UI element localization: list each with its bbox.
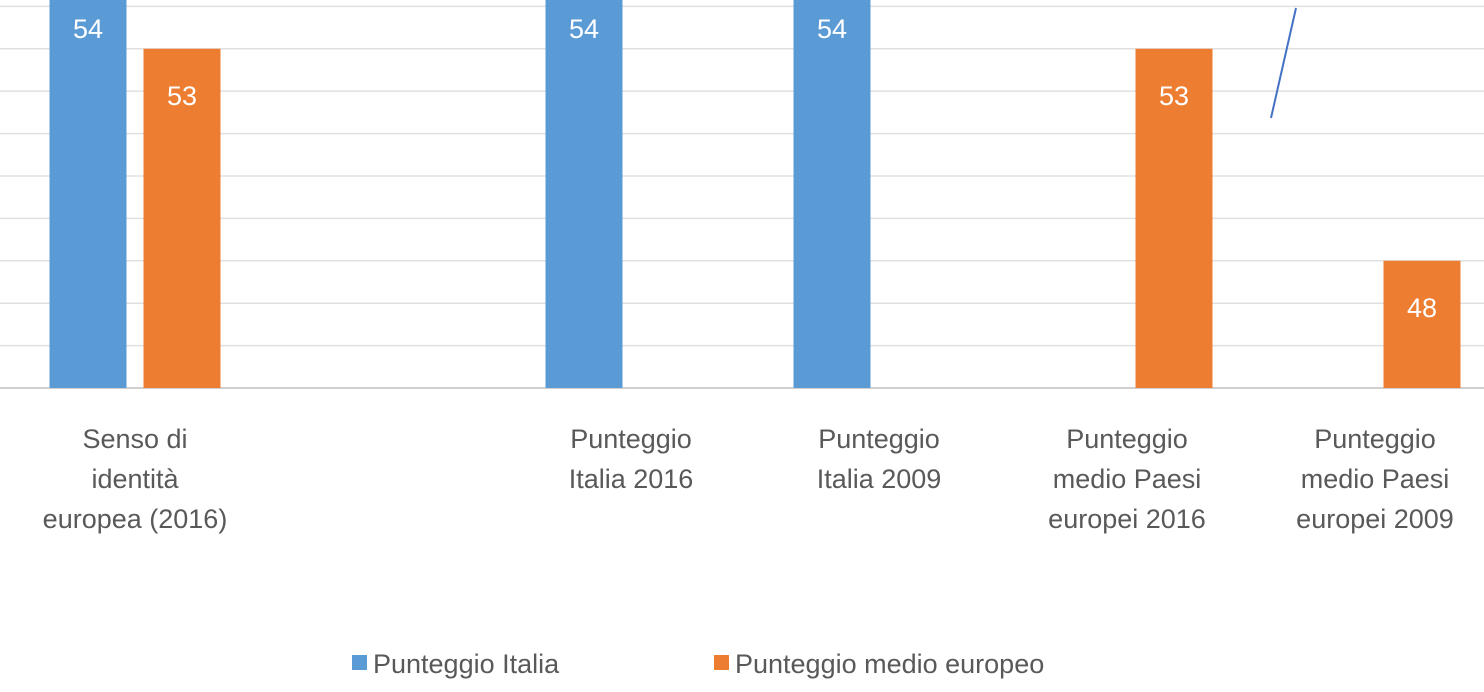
bar [49, 0, 127, 389]
legend-label: Punteggio medio europeo [735, 649, 1044, 679]
value-label: 54 [569, 14, 599, 44]
value-label: 54 [73, 14, 103, 44]
value-label: 53 [1159, 81, 1189, 111]
bar [1135, 48, 1213, 389]
value-label: 48 [1407, 293, 1437, 323]
bar [143, 48, 221, 389]
x-tick-label: Punteggio medio Paesi europei 2016 [1048, 424, 1206, 534]
bar [793, 0, 871, 389]
bar [545, 0, 623, 389]
x-tick-label: Punteggio Italia 2009 [817, 424, 942, 494]
x-tick-label: Punteggio medio Paesi europei 2009 [1296, 424, 1454, 534]
legend-label: Punteggio Italia [373, 649, 560, 679]
value-label: 53 [167, 81, 197, 111]
annotation-line [1270, 7, 1297, 119]
bar [1383, 260, 1461, 388]
x-tick-label: Senso di identità europea (2016) [43, 424, 228, 534]
bars [49, 0, 1461, 389]
value-label: 54 [817, 14, 847, 44]
grid [0, 5, 1484, 389]
legend-swatch [352, 655, 367, 670]
x-tick-label: Punteggio Italia 2016 [569, 424, 694, 494]
legend-swatch [714, 655, 729, 670]
